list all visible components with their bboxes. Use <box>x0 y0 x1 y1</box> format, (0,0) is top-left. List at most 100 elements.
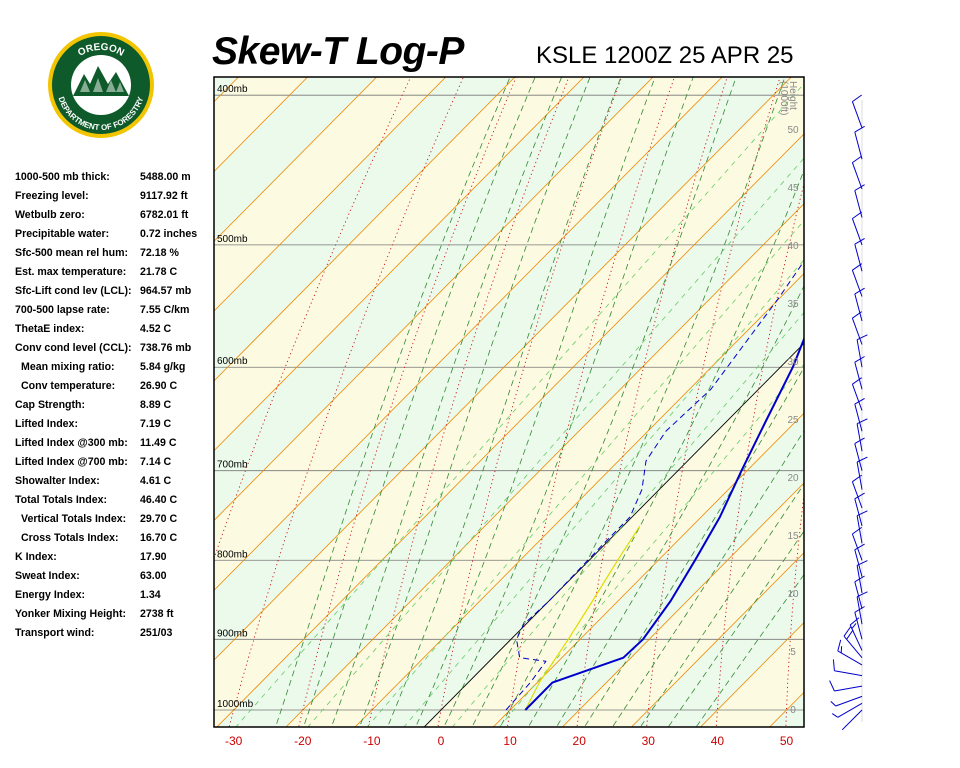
moist-adiabat-line <box>331 77 563 727</box>
wind-barb <box>843 626 863 659</box>
wind-barb-shaft <box>854 131 863 160</box>
wind-barb-feather <box>854 237 865 245</box>
height-tick-label: 15 <box>787 531 799 542</box>
index-value: 9117.92 ft <box>140 190 188 202</box>
isotherm-line <box>285 203 804 727</box>
wind-barb-feather <box>837 639 842 652</box>
wind-barb-feather <box>856 334 868 341</box>
index-value: 72.18 % <box>140 247 179 259</box>
index-value: 964.57 mb <box>140 285 192 297</box>
index-value: 26.90 C <box>140 380 178 392</box>
parcel-path-line <box>524 525 641 711</box>
dry-adiabat-line <box>856 0 960 743</box>
height-tick-label: 0 <box>790 705 796 716</box>
index-row: Sweat Index: 63.00 <box>15 567 215 586</box>
wind-barb <box>832 659 863 677</box>
index-label: Yonker Mixing Height: <box>15 608 127 620</box>
index-value: 7.55 C/km <box>140 304 190 316</box>
moist-adiabat-line <box>471 77 737 727</box>
wind-barb <box>849 617 863 651</box>
plot-frame <box>213 76 805 728</box>
wind-barb-shaft <box>851 270 863 297</box>
wind-barb-feather <box>830 701 837 707</box>
index-label: Lifted Index: <box>15 418 78 430</box>
index-value: 4.52 C <box>140 323 172 335</box>
isotherm-line <box>214 77 723 591</box>
moist-adiabat-line <box>499 77 786 727</box>
wind-barb <box>851 263 863 297</box>
wind-barb-shaft <box>851 101 863 129</box>
index-label: Vertical Totals Index: <box>21 513 127 525</box>
wind-barb-shaft <box>834 670 863 677</box>
index-label: 1000-500 mb thick: <box>15 171 110 183</box>
index-label: Sfc-500 mean rel hum: <box>15 247 129 259</box>
wind-barb-shaft <box>854 362 863 390</box>
dry-adiabat-line <box>715 181 804 727</box>
height-axis-unit: (1000ft) <box>778 81 789 115</box>
pressure-label: 800mb <box>217 549 248 560</box>
pressure-label: 500mb <box>217 234 248 245</box>
index-value: 46.40 C <box>140 494 178 506</box>
wind-barb-feather <box>852 474 862 483</box>
height-axis-title: Height <box>787 81 798 110</box>
index-label: Est. max temperature: <box>15 266 127 278</box>
wind-barb-feather <box>851 623 857 629</box>
index-row: Precipitable water: 0.72 inches <box>15 225 215 244</box>
index-label: Precipitable water: <box>15 228 110 240</box>
index-value: 29.70 C <box>140 513 178 525</box>
index-value: 1.34 <box>140 589 161 601</box>
wind-barb-feather <box>829 680 835 692</box>
index-label: 700-500 lapse rate: <box>15 304 110 316</box>
wind-barb-shaft <box>851 384 863 411</box>
wind-barb <box>854 184 865 218</box>
index-value: 8.89 C <box>140 399 172 411</box>
height-tick-label: 50 <box>787 125 799 136</box>
wind-barb-shaft <box>856 423 863 452</box>
wind-barb <box>854 125 865 160</box>
mixing-ratio-line <box>498 363 804 727</box>
mixing-ratio-line <box>366 220 804 727</box>
index-row: 1000-500 mb thick: 5488.00 m <box>15 168 215 187</box>
index-value: 738.76 mb <box>140 342 192 354</box>
mixing-ratio-line <box>307 157 804 727</box>
index-row: Total Totals Index: 46.40 C <box>15 491 215 510</box>
isotherm-line <box>823 0 960 743</box>
wind-barb-shaft <box>851 533 863 561</box>
stability-indices-panel: 1000-500 mb thick: 5488.00 m Freezing leve… <box>15 168 215 643</box>
index-row: 700-500 lapse rate: 7.55 C/km <box>15 301 215 320</box>
temperature-tick-label: 0 <box>438 734 445 748</box>
moist-adiabat-line <box>358 77 591 727</box>
index-row: Mean mixing ratio: 5.84 g/kg <box>15 358 215 377</box>
wind-barb-feather <box>852 94 862 103</box>
wind-barb-feather <box>852 211 862 220</box>
pressure-label: 1000mb <box>217 699 254 710</box>
wind-barb-feather <box>854 184 865 191</box>
index-label: Sweat Index: <box>15 570 80 582</box>
temperature-tick-label: 40 <box>711 734 725 748</box>
pressure-label: 600mb <box>217 356 248 367</box>
isotherm-line <box>354 272 804 727</box>
wind-barb <box>851 526 863 561</box>
mixing-ratio-line <box>235 83 804 727</box>
temperature-tick-label: 30 <box>642 734 656 748</box>
index-row: Conv cond level (CCL): 738.76 mb <box>15 339 215 358</box>
wind-barb-shaft <box>851 162 863 190</box>
index-row: Energy Index: 1.34 <box>15 586 215 605</box>
wind-barb-shaft <box>837 702 863 718</box>
index-row: Lifted Index @700 mb: 7.14 C <box>15 453 215 472</box>
mixing-ratio-line <box>451 311 804 727</box>
pressure-label: 700mb <box>217 460 248 471</box>
index-value: 251/03 <box>140 627 173 639</box>
wind-barb-feather <box>856 456 868 463</box>
wind-barb-shaft <box>837 650 863 666</box>
isotherm-line <box>214 77 792 661</box>
index-value: 0.72 inches <box>140 228 198 240</box>
dry-adiabat-line <box>437 77 623 727</box>
wind-barb-shaft <box>834 685 863 692</box>
wind-barb <box>851 211 863 246</box>
moist-adiabat-line <box>415 77 656 727</box>
isotherm-line <box>216 133 804 727</box>
wind-barb-shaft <box>854 612 863 640</box>
index-label: Cap Strength: <box>15 399 86 411</box>
isotherm-band <box>823 0 960 743</box>
